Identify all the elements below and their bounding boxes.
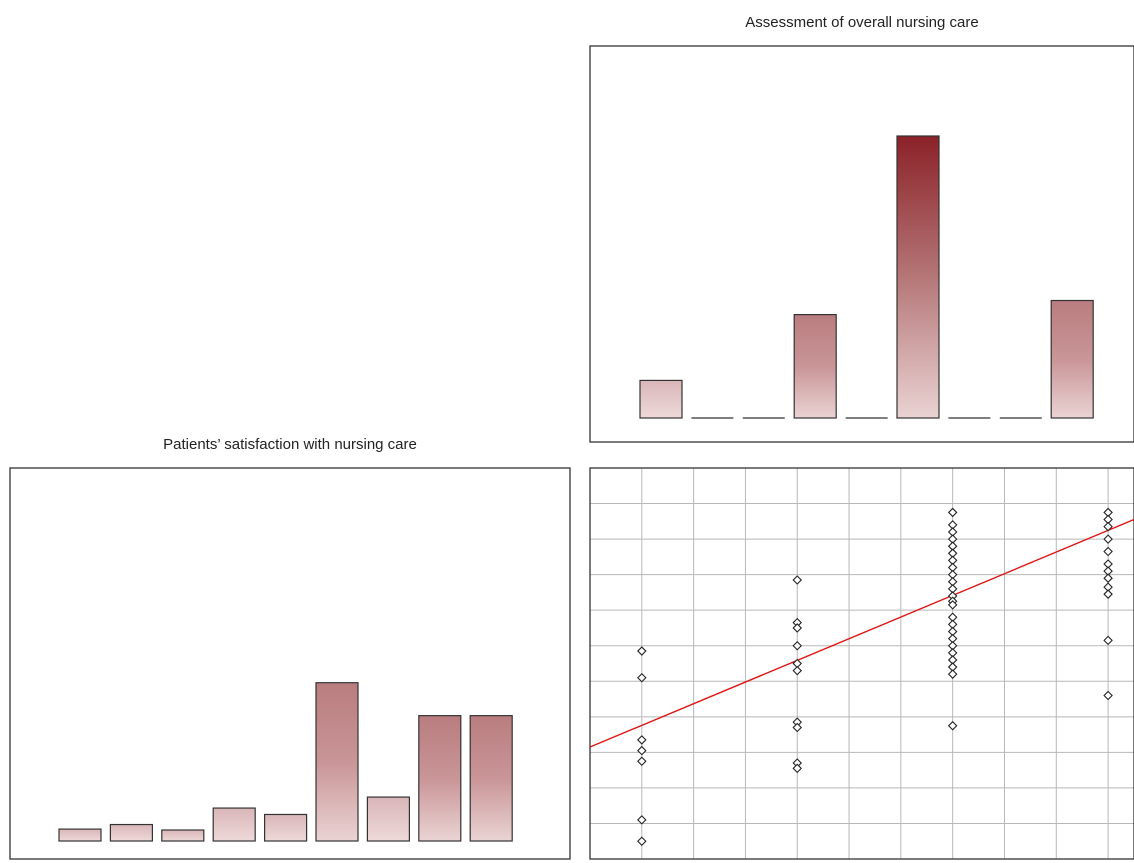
scatter-point [792,623,803,633]
overall-bar-1 [639,379,683,419]
satisfaction-bar-7 [366,796,410,842]
chart-title-satisfaction: Patients’ satisfaction with nursing care [163,436,417,453]
frame-satisfaction [9,467,571,860]
scatter-point [947,669,958,679]
satisfaction-bar-6 [315,682,359,842]
overall-bar-4 [793,314,837,419]
scatter-point [792,575,803,585]
scatter-point [1103,635,1113,646]
satisfaction-bar-3 [161,829,205,842]
scatter-point [792,722,803,733]
scatter-point [792,763,803,774]
frame-overall [589,45,1134,443]
scatter-point [637,735,647,745]
scatter-point [1103,521,1113,532]
scatter-point [637,756,647,767]
frame-scatter [589,467,1134,860]
scatter-point [947,600,958,610]
bars-satisfaction [58,682,513,842]
scatter-point [637,745,647,756]
overall-bar-6 [896,135,940,419]
satisfaction-bar-4 [212,807,256,842]
scatter-point [637,815,647,825]
scatter-point [792,640,803,651]
satisfaction-bar-9 [469,715,513,842]
satisfaction-bar-2 [109,823,154,842]
overall-bar-9 [1050,299,1094,419]
scatter-points [589,507,1134,847]
scatter-point [947,507,958,518]
scatter-point [637,646,647,656]
satisfaction-bar-1 [58,828,102,842]
scatter-point [1103,534,1113,544]
bars-overall [639,135,1094,419]
scatter-point [1103,546,1113,557]
satisfaction-bar-5 [264,813,308,842]
scatter-point [637,836,647,847]
scatter-point [637,672,647,683]
chart-title-overall: Assessment of overall nursing care [745,14,979,31]
scatter-point [1103,573,1113,583]
scatter-point [792,665,803,676]
scatter-point [1103,589,1113,599]
scatter-gridlines [590,468,1134,859]
scatter-point [1103,690,1113,701]
satisfaction-bar-8 [418,715,462,842]
scatter-fit-line [589,518,1134,748]
scatter-point [947,720,958,731]
